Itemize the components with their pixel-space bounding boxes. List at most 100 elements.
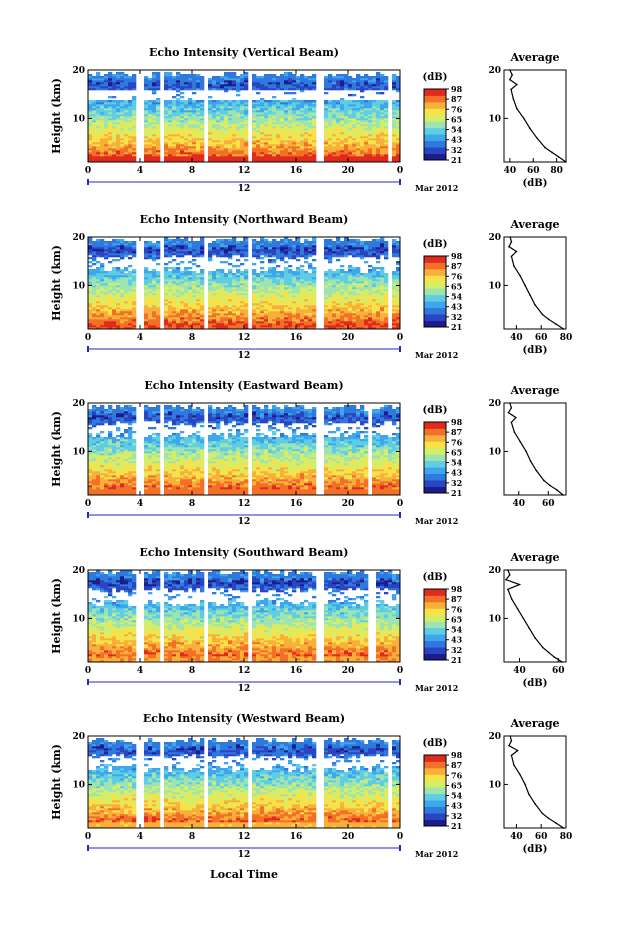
heatmap-cell bbox=[268, 82, 273, 85]
heatmap-cell bbox=[284, 86, 289, 89]
heatmap-cell bbox=[156, 78, 161, 81]
heatmap-cell bbox=[100, 269, 105, 272]
heatmap-cell bbox=[276, 293, 281, 296]
heatmap-cell bbox=[240, 134, 245, 137]
heatmap-cell bbox=[100, 305, 105, 308]
heatmap-cell bbox=[240, 255, 245, 258]
heatmap-cell bbox=[356, 154, 361, 157]
heatmap-cell bbox=[144, 80, 149, 83]
heatmap-cell bbox=[92, 241, 97, 244]
heatmap-cell bbox=[208, 136, 213, 139]
heatmap-cell bbox=[336, 128, 341, 131]
heatmap-cell bbox=[288, 277, 293, 280]
heatmap-cell bbox=[268, 289, 273, 292]
heatmap-cell bbox=[164, 100, 169, 103]
heatmap-cell bbox=[216, 313, 221, 316]
heatmap-cell bbox=[184, 285, 189, 288]
heatmap-cell bbox=[176, 295, 181, 298]
heatmap-cell bbox=[276, 156, 281, 159]
heatmap-cell bbox=[164, 283, 169, 286]
heatmap-cell bbox=[156, 263, 161, 266]
heatmap-cell bbox=[304, 110, 309, 113]
heatmap-cell bbox=[124, 122, 129, 125]
heatmap-cell bbox=[328, 255, 333, 258]
heatmap-cell bbox=[200, 144, 205, 147]
heatmap-cell bbox=[216, 104, 221, 107]
heatmap-cell bbox=[180, 299, 185, 302]
heatmap-cell bbox=[144, 84, 149, 87]
heatmap-cell bbox=[300, 283, 305, 286]
heatmap-cell bbox=[304, 76, 309, 79]
heatmap-cell bbox=[240, 132, 245, 135]
heatmap-cell bbox=[240, 76, 245, 79]
heatmap-cell bbox=[128, 110, 133, 113]
heatmap-cell bbox=[200, 249, 205, 252]
heatmap-cell bbox=[192, 144, 197, 147]
heatmap-cell bbox=[348, 88, 353, 91]
heatmap-cell bbox=[132, 80, 137, 83]
heatmap-cell bbox=[152, 309, 157, 312]
heatmap-cell bbox=[224, 148, 229, 151]
heatmap-cell bbox=[328, 108, 333, 111]
heatmap-cell bbox=[108, 80, 113, 83]
heatmap-cell bbox=[100, 243, 105, 246]
heatmap-cell bbox=[284, 285, 289, 288]
heatmap-cell bbox=[112, 243, 117, 246]
heatmap-cell bbox=[392, 126, 397, 129]
heatmap-cell bbox=[116, 126, 121, 129]
heatmap-cell bbox=[148, 283, 153, 286]
heatmap-cell bbox=[212, 283, 217, 286]
heatmap-cell bbox=[272, 277, 277, 280]
heatmap-cell bbox=[312, 78, 317, 81]
heatmap-cell bbox=[384, 152, 389, 155]
heatmap-cell bbox=[224, 144, 229, 147]
heatmap-cell bbox=[120, 307, 125, 310]
heatmap-cell bbox=[272, 128, 277, 131]
heatmap-cell bbox=[100, 126, 105, 129]
heatmap-cell bbox=[260, 100, 265, 103]
heatmap-cell bbox=[112, 313, 117, 316]
heatmap-cell bbox=[328, 279, 333, 282]
heatmap-cell bbox=[104, 134, 109, 137]
heatmap-cell bbox=[356, 138, 361, 141]
heatmap-cell bbox=[396, 140, 401, 143]
heatmap-cell bbox=[152, 154, 157, 157]
heatmap-cell bbox=[384, 118, 389, 121]
heatmap-cell bbox=[124, 144, 129, 147]
heatmap-cell bbox=[292, 106, 297, 109]
heatmap-cell bbox=[128, 299, 133, 302]
heatmap-cell bbox=[308, 130, 313, 133]
colorbar-swatch bbox=[424, 147, 446, 154]
heatmap-cell bbox=[128, 136, 133, 139]
heatmap-cell bbox=[108, 275, 113, 278]
heatmap-cell bbox=[164, 271, 169, 274]
heatmap-cell bbox=[256, 325, 261, 328]
heatmap-cell bbox=[360, 80, 365, 83]
heatmap-cell bbox=[336, 146, 341, 149]
heatmap-cell bbox=[380, 80, 385, 83]
heatmap-cell bbox=[168, 130, 173, 133]
heatmap-cell bbox=[376, 152, 381, 155]
heatmap-cell bbox=[288, 100, 293, 103]
heatmap-cell bbox=[244, 319, 249, 322]
heatmap-cell bbox=[344, 140, 349, 143]
heatmap-cell bbox=[152, 243, 157, 246]
heatmap-cell bbox=[164, 241, 169, 244]
heatmap-cell bbox=[348, 124, 353, 127]
heatmap-cell bbox=[324, 150, 329, 153]
heatmap-cell bbox=[240, 287, 245, 290]
heatmap-cell bbox=[216, 327, 221, 330]
heatmap-cell bbox=[104, 279, 109, 282]
heatmap-cell bbox=[144, 243, 149, 246]
heatmap-cell bbox=[184, 277, 189, 280]
heatmap-cell bbox=[128, 140, 133, 143]
heatmap-cell bbox=[328, 313, 333, 316]
heatmap-cell bbox=[284, 138, 289, 141]
heatmap-cell bbox=[120, 293, 125, 296]
heatmap-cell bbox=[104, 251, 109, 254]
heatmap-cell bbox=[324, 287, 329, 290]
heatmap-cell bbox=[284, 303, 289, 306]
heatmap-cell bbox=[244, 285, 249, 288]
heatmap-cell bbox=[272, 299, 277, 302]
heatmap-cell bbox=[308, 327, 313, 330]
